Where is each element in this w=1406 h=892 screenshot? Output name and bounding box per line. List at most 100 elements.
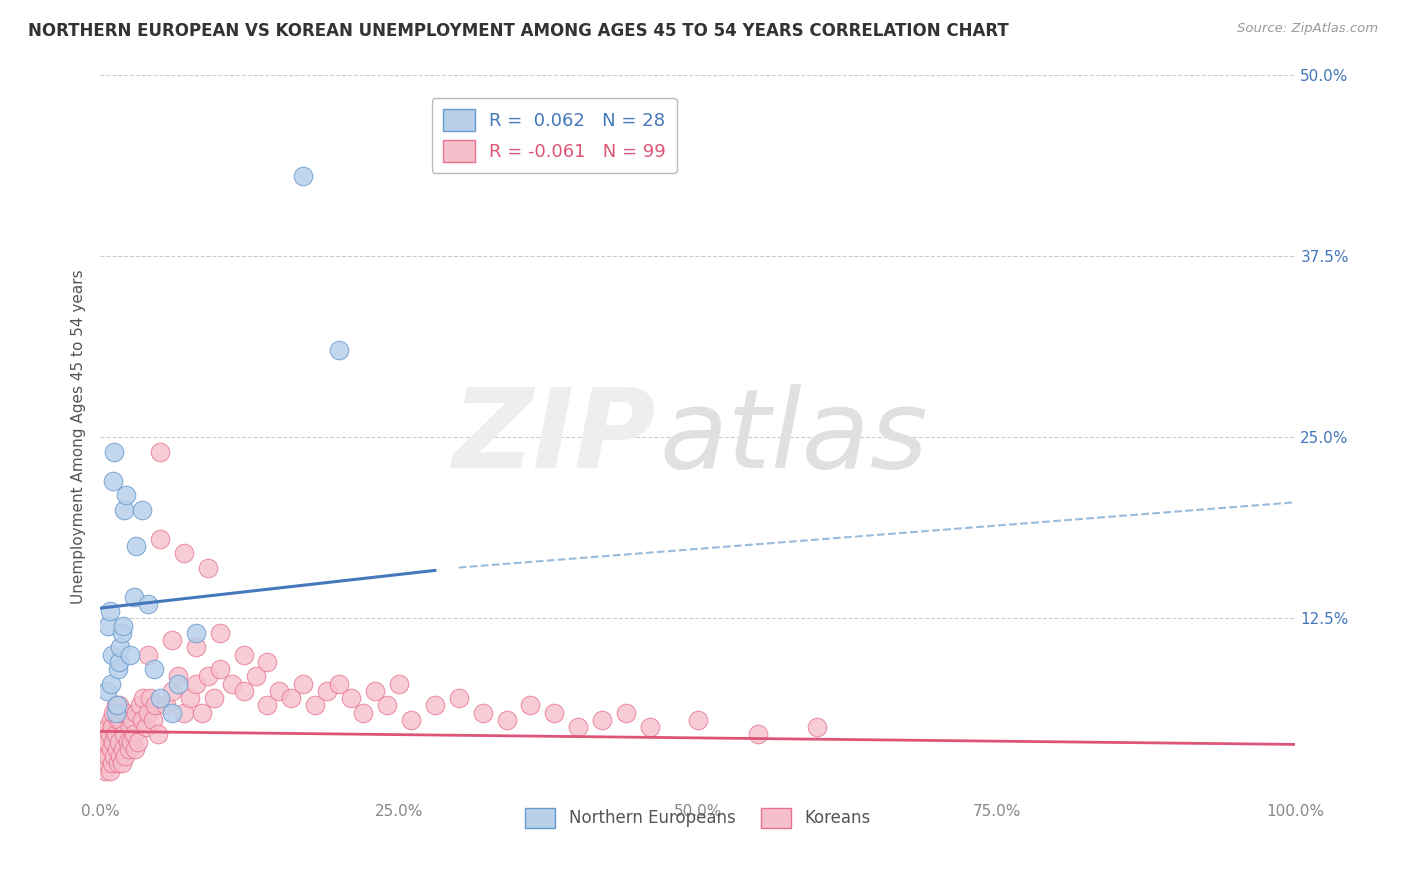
Point — [125, 539, 148, 553]
Y-axis label: Unemployment Among Ages 45 to 54 years: Unemployment Among Ages 45 to 54 years — [72, 269, 86, 605]
Point — [208, 662, 231, 676]
Point — [115, 706, 138, 720]
Point — [111, 618, 134, 632]
Point — [232, 648, 254, 662]
Point — [103, 444, 125, 458]
Point — [101, 756, 124, 771]
Point — [221, 676, 243, 690]
Point — [184, 625, 207, 640]
Point — [543, 706, 565, 720]
Point — [591, 713, 613, 727]
Point — [103, 706, 125, 720]
Point — [340, 691, 363, 706]
Point — [638, 720, 661, 734]
Point — [519, 698, 541, 713]
Point — [118, 648, 141, 662]
Point — [96, 756, 118, 771]
Point — [806, 720, 828, 734]
Point — [118, 741, 141, 756]
Point — [94, 749, 117, 764]
Point — [111, 741, 134, 756]
Point — [149, 691, 172, 706]
Point — [103, 749, 125, 764]
Point — [131, 502, 153, 516]
Point — [108, 698, 131, 713]
Point — [352, 706, 374, 720]
Point — [110, 640, 132, 655]
Point — [316, 683, 339, 698]
Point — [98, 604, 121, 618]
Point — [103, 734, 125, 748]
Point — [166, 669, 188, 683]
Point — [111, 756, 134, 771]
Point — [127, 734, 149, 748]
Point — [112, 502, 135, 516]
Text: atlas: atlas — [659, 384, 928, 491]
Point — [104, 698, 127, 713]
Point — [447, 691, 470, 706]
Point — [190, 706, 212, 720]
Point — [197, 669, 219, 683]
Point — [245, 669, 267, 683]
Point — [146, 727, 169, 741]
Point — [747, 727, 769, 741]
Point — [197, 560, 219, 574]
Point — [110, 713, 132, 727]
Point — [104, 727, 127, 741]
Point — [375, 698, 398, 713]
Point — [567, 720, 589, 734]
Point — [114, 749, 136, 764]
Point — [122, 727, 145, 741]
Point — [100, 741, 122, 756]
Point — [399, 713, 422, 727]
Point — [107, 713, 129, 727]
Point — [128, 698, 150, 713]
Point — [132, 691, 155, 706]
Point — [142, 662, 165, 676]
Point — [280, 691, 302, 706]
Point — [117, 734, 139, 748]
Text: ZIP: ZIP — [453, 384, 657, 491]
Point — [160, 683, 183, 698]
Text: NORTHERN EUROPEAN VS KOREAN UNEMPLOYMENT AMONG AGES 45 TO 54 YEARS CORRELATION C: NORTHERN EUROPEAN VS KOREAN UNEMPLOYMENT… — [28, 22, 1010, 40]
Point — [98, 727, 121, 741]
Point — [495, 713, 517, 727]
Text: Source: ZipAtlas.com: Source: ZipAtlas.com — [1237, 22, 1378, 36]
Point — [136, 706, 159, 720]
Point — [124, 741, 146, 756]
Point — [100, 713, 122, 727]
Point — [120, 734, 142, 748]
Point — [121, 713, 143, 727]
Point — [173, 546, 195, 560]
Point — [97, 749, 120, 764]
Point — [184, 676, 207, 690]
Point — [149, 532, 172, 546]
Point — [364, 683, 387, 698]
Point — [614, 706, 637, 720]
Point — [232, 683, 254, 698]
Point — [100, 676, 122, 690]
Point — [122, 590, 145, 604]
Point — [173, 706, 195, 720]
Point — [166, 676, 188, 690]
Point — [149, 444, 172, 458]
Point — [136, 597, 159, 611]
Point — [136, 648, 159, 662]
Point — [118, 720, 141, 734]
Point — [131, 713, 153, 727]
Point — [135, 720, 157, 734]
Point — [142, 713, 165, 727]
Point — [112, 727, 135, 741]
Point — [256, 655, 278, 669]
Point — [292, 676, 315, 690]
Point — [328, 676, 350, 690]
Point — [93, 741, 115, 756]
Point — [97, 720, 120, 734]
Point — [97, 618, 120, 632]
Point — [98, 764, 121, 778]
Point — [108, 734, 131, 748]
Point — [423, 698, 446, 713]
Point — [160, 633, 183, 648]
Point — [388, 676, 411, 690]
Point — [269, 683, 291, 698]
